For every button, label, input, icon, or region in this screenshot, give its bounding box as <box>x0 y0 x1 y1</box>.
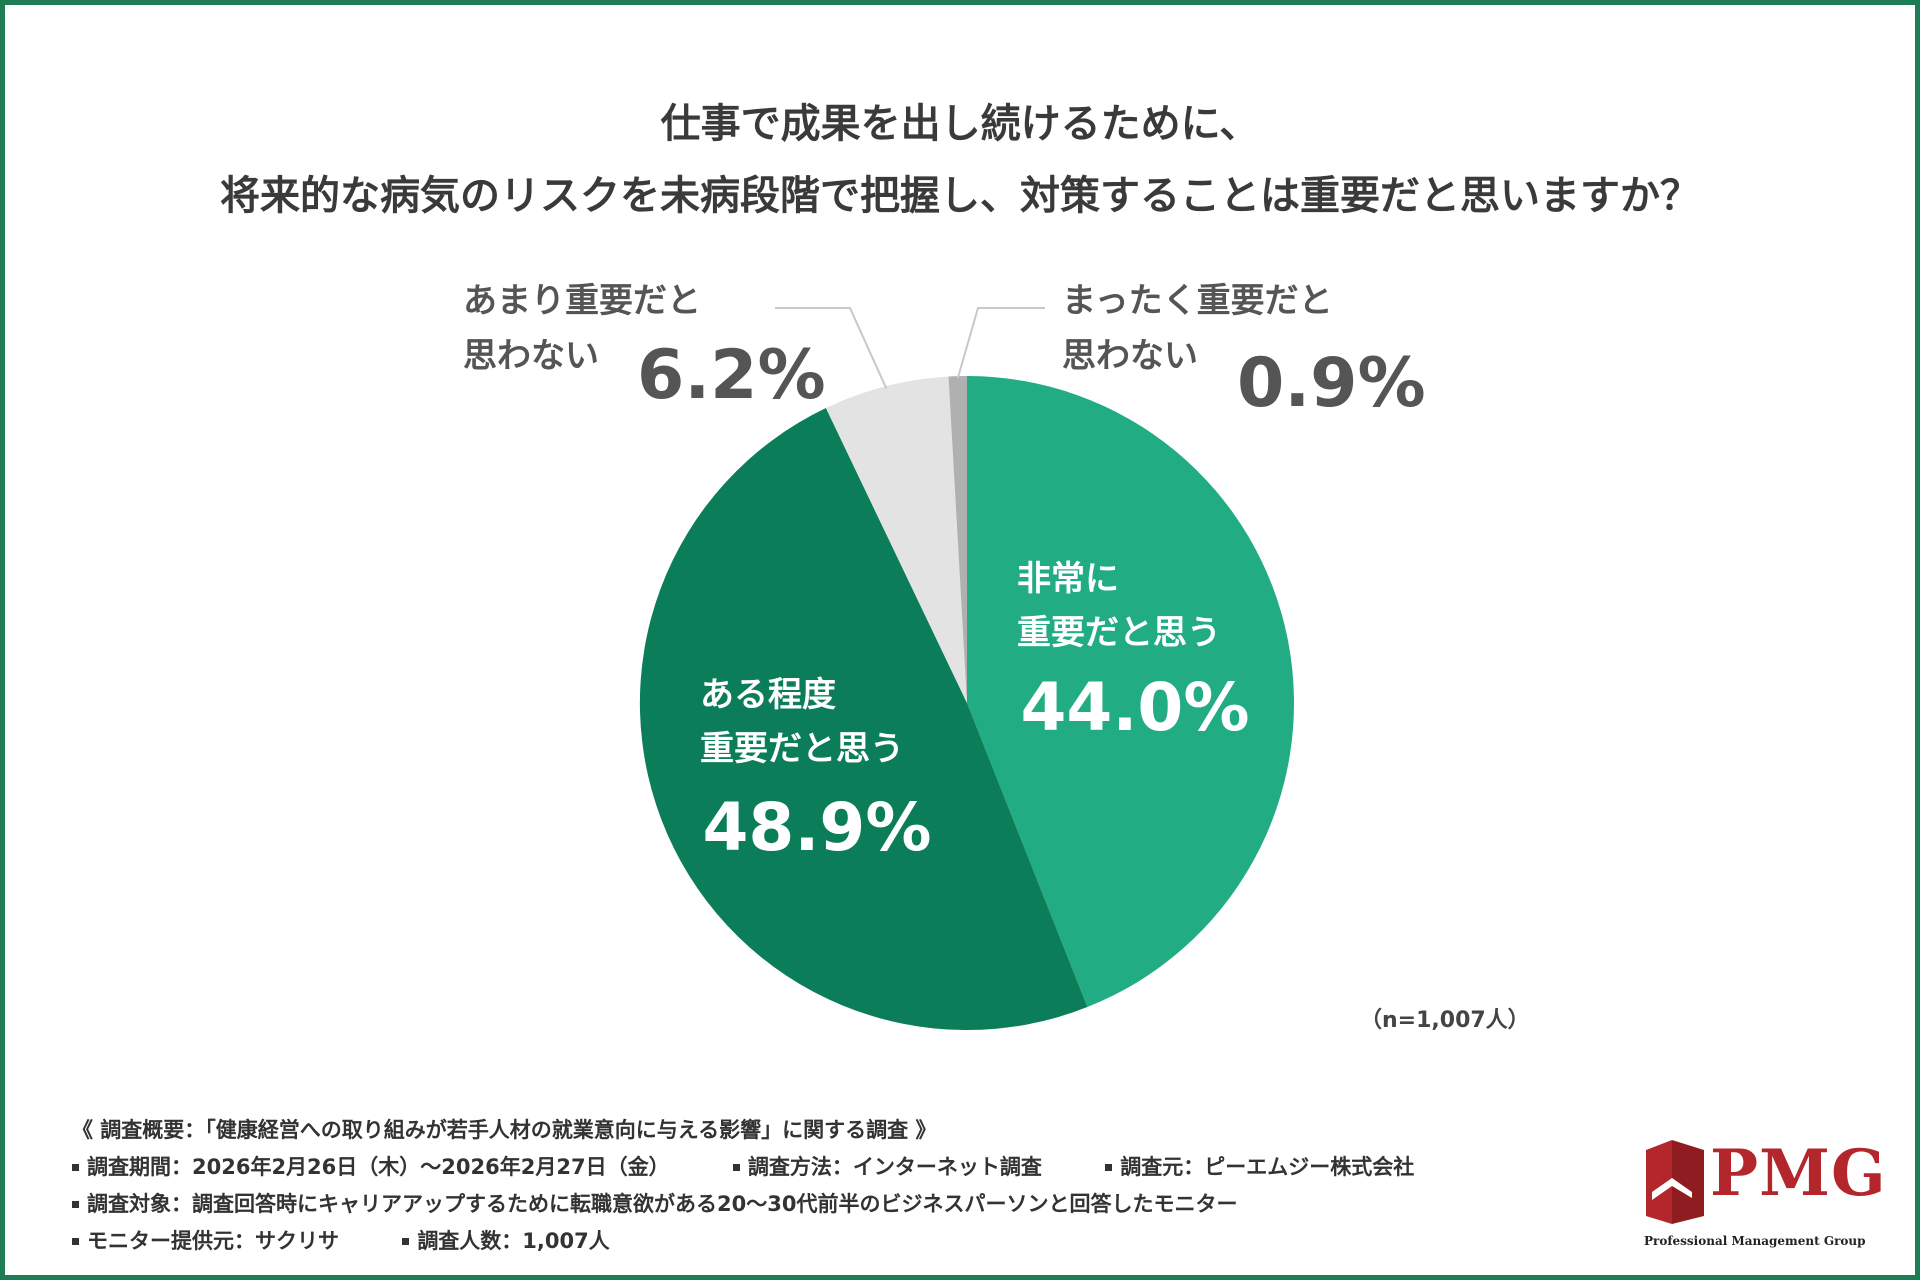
pie-slice-1 <box>967 376 1295 1008</box>
bullet-icon <box>732 1164 740 1171</box>
pmg-logo: PMG Professional Management Group <box>1640 1134 1886 1254</box>
pmg-logo-subtitle: Professional Management Group <box>1644 1234 1866 1248</box>
survey-count-text: 調査人数：1,007人 <box>417 1229 610 1253</box>
slice-4-label-line-2: 思わない <box>1062 336 1198 376</box>
survey-period-text: 調査期間：2026年2月26日（木）〜2026年2月27日（金） <box>87 1155 670 1179</box>
slice-2-value-label: 48.9% <box>703 789 932 866</box>
survey-count: 調査人数：1,007人 <box>402 1223 610 1260</box>
survey-method: 調査方法：インターネット調査 <box>732 1149 1042 1186</box>
slice-1-value-label: 44.0% <box>1021 669 1250 746</box>
survey-summary: 《 調査概要：「健康経営への取り組みが若手人材の就業意向に与える影響」に関する調… <box>72 1112 1414 1260</box>
survey-summary-row-3: モニター提供元：サクリサ 調査人数：1,007人 <box>72 1223 1414 1260</box>
survey-provider-text: モニター提供元：サクリサ <box>87 1229 339 1253</box>
survey-summary-row-2: 調査対象：調査回答時にキャリアアップするために転職意欲がある20〜30代前半のビ… <box>72 1186 1414 1223</box>
chart-title-line-2: 将来的な病気のリスクを未病段階で把握し、対策することは重要だと思いますか？ <box>220 173 1700 219</box>
survey-period: 調査期間：2026年2月26日（木）〜2026年2月27日（金） <box>72 1149 670 1186</box>
slice-2-label-line-2: 重要だと思う <box>700 729 904 769</box>
survey-source-text: 調査元：ピーエムジー株式会社 <box>1120 1155 1415 1179</box>
slice-1-label-line-1: 非常に <box>1017 559 1119 599</box>
slice-3-leader-line <box>775 307 888 389</box>
survey-provider: モニター提供元：サクリサ <box>72 1223 339 1260</box>
survey-target-text: 調査対象：調査回答時にキャリアアップするために転職意欲がある20〜30代前半のビ… <box>87 1192 1238 1216</box>
bullet-icon <box>72 1238 79 1245</box>
slice-2-label-line-1: ある程度 <box>700 675 836 715</box>
pie-slice-3 <box>825 376 967 703</box>
slice-4-label-line-1: まったく重要だと <box>1062 281 1333 321</box>
pmg-logo-mark-icon <box>1646 1140 1704 1224</box>
bullet-icon <box>72 1164 79 1171</box>
survey-summary-row-1: 調査期間：2026年2月26日（木）〜2026年2月27日（金） 調査方法：イン… <box>72 1149 1414 1186</box>
bullet-icon <box>72 1201 79 1208</box>
survey-target: 調査対象：調査回答時にキャリアアップするために転職意欲がある20〜30代前半のビ… <box>72 1186 1237 1223</box>
survey-method-text: 調査方法：インターネット調査 <box>747 1155 1042 1179</box>
slice-3-value-label: 6.2% <box>637 336 826 415</box>
chart-title-line-1: 仕事で成果を出し続けるために、 <box>660 101 1260 147</box>
bullet-icon <box>1105 1164 1113 1171</box>
survey-summary-heading: 《 調査概要：「健康経営への取り組みが若手人材の就業意向に与える影響」に関する調… <box>72 1118 937 1142</box>
sample-size-note: （n=1,007人） <box>1360 1008 1530 1033</box>
pie-slice-2 <box>639 408 1088 1031</box>
slice-4-value-label: 0.9% <box>1237 344 1426 423</box>
survey-source: 調査元：ピーエムジー株式会社 <box>1105 1149 1414 1186</box>
chart-title: 仕事で成果を出し続けるために、 将来的な病気のリスクを未病段階で把握し、対策する… <box>0 88 1920 232</box>
bullet-icon <box>402 1238 410 1245</box>
slice-3-label-line-2: 思わない <box>463 336 599 376</box>
pmg-logo-text: PMG <box>1710 1136 1887 1211</box>
pie-slice-4 <box>948 376 967 703</box>
slice-4-leader-line <box>956 307 1045 379</box>
slice-3-label-line-1: あまり重要だと <box>463 281 701 321</box>
slice-1-label-line-2: 重要だと思う <box>1017 613 1221 653</box>
